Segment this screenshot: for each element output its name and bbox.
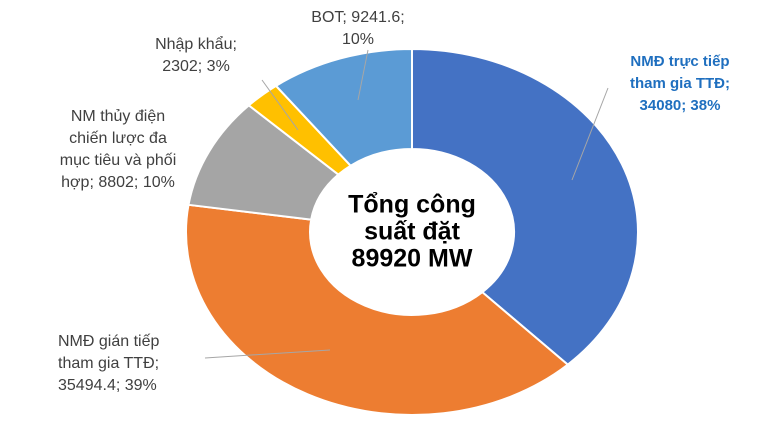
data-label: NMĐ trực tiếp	[630, 53, 729, 70]
data-label: Nhập khẩu;	[155, 35, 237, 53]
center-label: suất đặt	[364, 218, 461, 246]
data-label: hợp; 8802; 10%	[61, 174, 175, 191]
data-label: 2302; 3%	[162, 58, 230, 75]
slice	[274, 47, 413, 167]
data-label: 35494.4; 39%	[58, 377, 157, 394]
slice	[185, 203, 570, 416]
data-label: tham gia TTĐ;	[630, 75, 730, 92]
center-label: 89920 MW	[352, 245, 473, 273]
data-label: mục tiêu và phối	[60, 152, 177, 169]
leader-line	[357, 49, 369, 101]
leader-line	[204, 349, 331, 359]
data-label: BOT; 9241.6;	[311, 9, 404, 26]
center-label: Tổng công	[348, 191, 476, 219]
data-label: chiến lược đa	[69, 130, 167, 147]
data-label: NMĐ gián tiếp	[58, 333, 159, 350]
data-label: NM thủy điện	[71, 108, 165, 125]
data-label: 10%	[342, 31, 374, 48]
slice	[411, 47, 639, 366]
leader-line	[571, 87, 609, 181]
leader-line	[261, 79, 299, 131]
data-label: tham gia TTĐ;	[58, 355, 159, 372]
data-label: 34080; 38%	[640, 97, 721, 114]
